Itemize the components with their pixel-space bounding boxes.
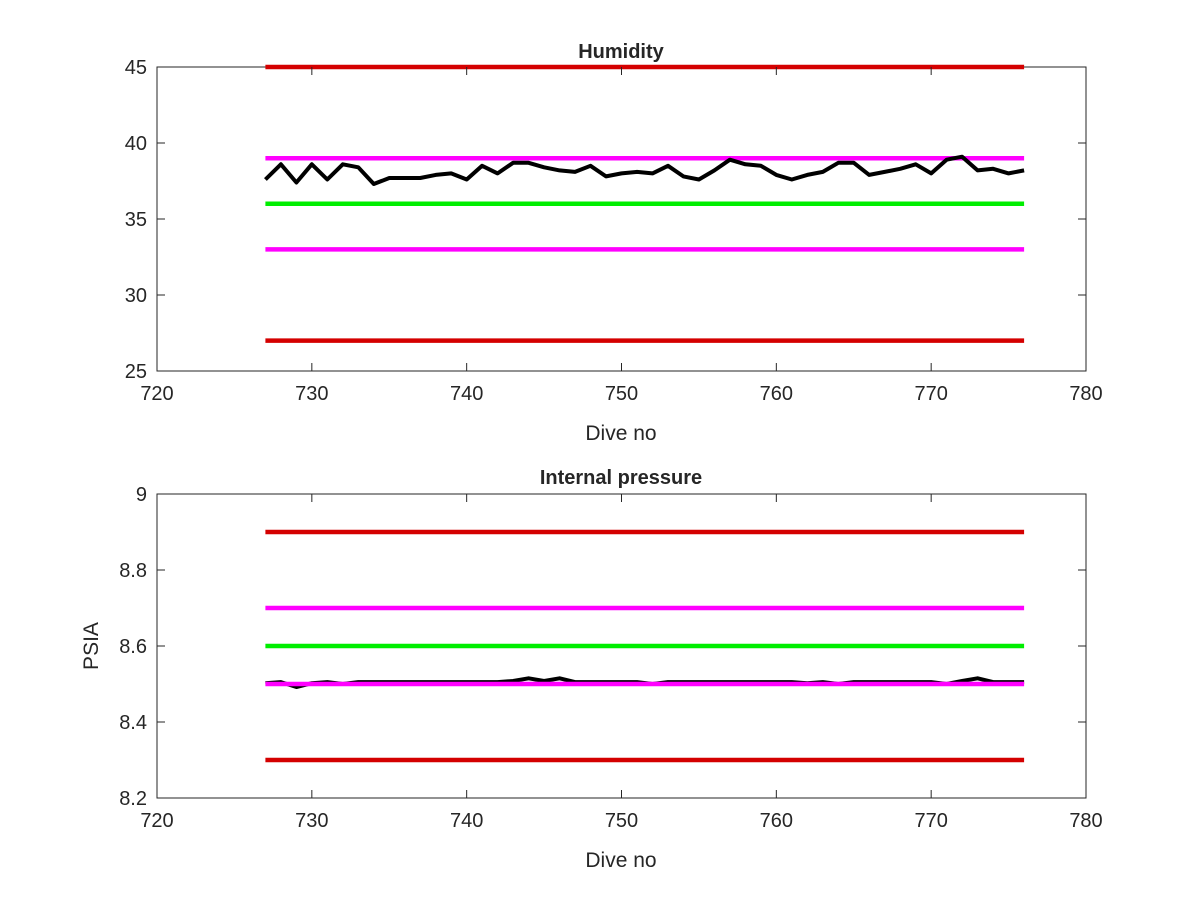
x-tick-label: 780 bbox=[1069, 810, 1102, 832]
x-axis-label: Dive no bbox=[585, 422, 656, 445]
y-tick-label: 8.6 bbox=[119, 636, 147, 658]
plot-area bbox=[156, 66, 1087, 372]
y-axis-ticks: 8.2 8.4 8.6 8.8 9 bbox=[119, 484, 1086, 810]
x-tick-label: 750 bbox=[605, 383, 638, 405]
y-tick-label: 9 bbox=[136, 484, 147, 506]
x-axis-label: Dive no bbox=[585, 849, 656, 872]
y-axis-ticks: 25 30 35 40 45 bbox=[125, 57, 1086, 383]
x-tick-label: 750 bbox=[605, 810, 638, 832]
x-tick-label: 740 bbox=[450, 810, 483, 832]
series-group bbox=[265, 529, 1025, 763]
y-tick-label: 8.4 bbox=[119, 712, 147, 734]
x-tick-label: 780 bbox=[1069, 383, 1102, 405]
y-tick-label: 30 bbox=[125, 285, 147, 307]
humidity-chart: 720 730 740 750 760 770 780 25 30 35 40 45 Humidit… bbox=[125, 41, 1103, 445]
y-axis-label: PSIA bbox=[80, 622, 103, 670]
series-group bbox=[263, 64, 1025, 343]
x-tick-label: 770 bbox=[914, 810, 947, 832]
x-axis-ticks: 720 730 740 750 760 770 780 bbox=[140, 494, 1103, 832]
internal-pressure-chart: 720 730 740 750 760 770 780 8.2 8.4 8.6 8.8 9 Inte… bbox=[80, 467, 1103, 872]
x-tick-label: 720 bbox=[140, 383, 173, 405]
chart-title: Internal pressure bbox=[540, 467, 702, 489]
y-tick-label: 25 bbox=[125, 361, 147, 383]
chart-title: Humidity bbox=[578, 41, 664, 63]
x-tick-label: 730 bbox=[295, 383, 328, 405]
x-tick-label: 770 bbox=[914, 383, 947, 405]
x-tick-label: 720 bbox=[140, 810, 173, 832]
data-series-line bbox=[263, 154, 1025, 186]
x-tick-label: 730 bbox=[295, 810, 328, 832]
y-tick-label: 8.8 bbox=[119, 560, 147, 582]
x-tick-label: 760 bbox=[760, 383, 793, 405]
y-tick-label: 8.2 bbox=[119, 788, 147, 810]
x-tick-label: 740 bbox=[450, 383, 483, 405]
y-tick-label: 45 bbox=[125, 57, 147, 79]
y-tick-label: 40 bbox=[125, 133, 147, 155]
x-axis-ticks: 720 730 740 750 760 770 780 bbox=[140, 67, 1103, 405]
x-tick-label: 760 bbox=[760, 810, 793, 832]
y-tick-label: 35 bbox=[125, 209, 147, 231]
